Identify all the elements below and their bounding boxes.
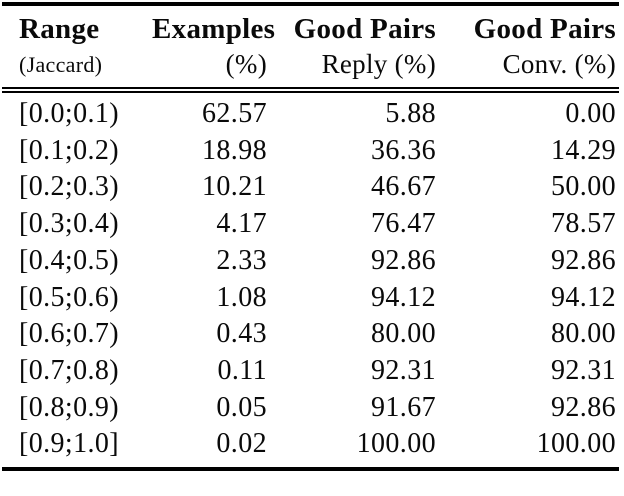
conv-cell: 50.00 [551, 171, 616, 203]
conv-cell: 14.29 [551, 134, 616, 166]
conv-cell: 0.00 [565, 98, 616, 129]
table-row: [0.7;0.8) 0.11 92.31 92.31 [2, 353, 619, 390]
examples-cell: 0.02 [216, 428, 267, 460]
table-row: [0.2;0.3) 10.21 46.67 50.00 [2, 169, 619, 206]
reply-cell: 80.00 [371, 318, 436, 350]
reply-cell: 100.00 [356, 428, 436, 460]
reply-cell: 76.47 [371, 208, 436, 240]
table-row: [0.4;0.5) 2.33 92.86 92.86 [2, 243, 619, 280]
table-body: [0.0;0.1) 62.57 5.88 0.00 [0.1;0.2) 18.9… [2, 90, 619, 469]
conv-cell: 92.31 [551, 354, 616, 386]
range-cell: [0.2;0.3) [19, 171, 120, 203]
examples-cell: 4.17 [216, 208, 267, 240]
reply-cell: 36.36 [371, 134, 436, 166]
reply-cell: 5.88 [385, 98, 436, 129]
header-good-pairs-reply: Good Pairs [293, 13, 436, 45]
range-cell: [0.8;0.9) [19, 391, 120, 423]
header-range-sub: (Jaccard) [2, 46, 152, 93]
range-cell: [0.0;0.1) [19, 98, 120, 129]
table-row: [0.8;0.9) 0.05 91.67 92.86 [2, 390, 619, 427]
examples-cell: 0.11 [217, 354, 267, 386]
range-cell: [0.4;0.5) [19, 244, 120, 276]
range-cell: [0.1;0.2) [19, 134, 120, 166]
header-conv-pct-sub: Conv. (%) [439, 46, 619, 93]
examples-cell: 0.43 [216, 318, 267, 350]
examples-cell: 62.57 [202, 98, 267, 129]
examples-cell: 2.33 [216, 244, 267, 276]
conv-cell: 100.00 [536, 428, 616, 460]
reply-cell: 91.67 [371, 391, 436, 423]
table-row: [0.1;0.2) 18.98 36.36 14.29 [2, 133, 619, 170]
reply-cell: 46.67 [371, 171, 436, 203]
conv-cell: 80.00 [551, 318, 616, 350]
reply-cell: 94.12 [371, 281, 436, 313]
table-row: [0.3;0.4) 4.17 76.47 78.57 [2, 206, 619, 243]
conv-cell: 78.57 [551, 208, 616, 240]
range-cell: [0.3;0.4) [19, 208, 120, 240]
range-cell: [0.9;1.0] [19, 428, 120, 460]
table-header: Range Examples Good Pairs Good Pairs (Ja… [2, 4, 619, 93]
conv-cell: 92.86 [551, 391, 616, 423]
conv-cell: 92.86 [551, 244, 616, 276]
table-row: [0.9;1.0] 0.02 100.00 100.00 [2, 426, 619, 469]
examples-cell: 18.98 [202, 134, 267, 166]
header-good-pairs-conv: Good Pairs [473, 13, 616, 45]
table-row: [0.5;0.6) 1.08 94.12 94.12 [2, 280, 619, 317]
examples-cell: 10.21 [202, 171, 267, 203]
reply-cell: 92.86 [371, 244, 436, 276]
table-row: [0.0;0.1) 62.57 5.88 0.00 [2, 90, 619, 133]
reply-cell: 92.31 [371, 354, 436, 386]
examples-cell: 0.05 [216, 391, 267, 423]
range-cell: [0.7;0.8) [19, 354, 120, 386]
range-cell: [0.6;0.7) [19, 318, 120, 350]
header-examples: Examples [152, 13, 276, 45]
examples-cell: 1.08 [216, 281, 267, 313]
jaccard-good-pairs-table: Range Examples Good Pairs Good Pairs (Ja… [2, 2, 619, 472]
range-cell: [0.5;0.6) [19, 281, 120, 313]
header-reply-pct-sub: Reply (%) [270, 46, 439, 93]
header-range: Range [19, 13, 100, 45]
header-line1-row: Range Examples Good Pairs Good Pairs [2, 4, 619, 46]
conv-cell: 94.12 [551, 281, 616, 313]
header-examples-sub: (%) [152, 46, 270, 93]
table-row: [0.6;0.7) 0.43 80.00 80.00 [2, 316, 619, 353]
header-line2-row: (Jaccard) (%) Reply (%) Conv. (%) [2, 46, 619, 93]
